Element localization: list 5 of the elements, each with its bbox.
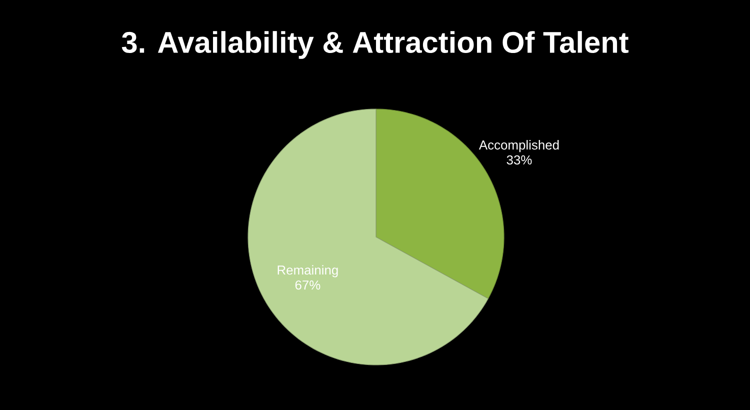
data-label: 67% [295,280,320,290]
data-label: 33% [506,155,532,165]
chart-title: 3. Availability & Attraction Of Talent [122,31,628,59]
slice-label: Accomplished [478,140,559,152]
slice-label: Remaining [278,265,338,278]
